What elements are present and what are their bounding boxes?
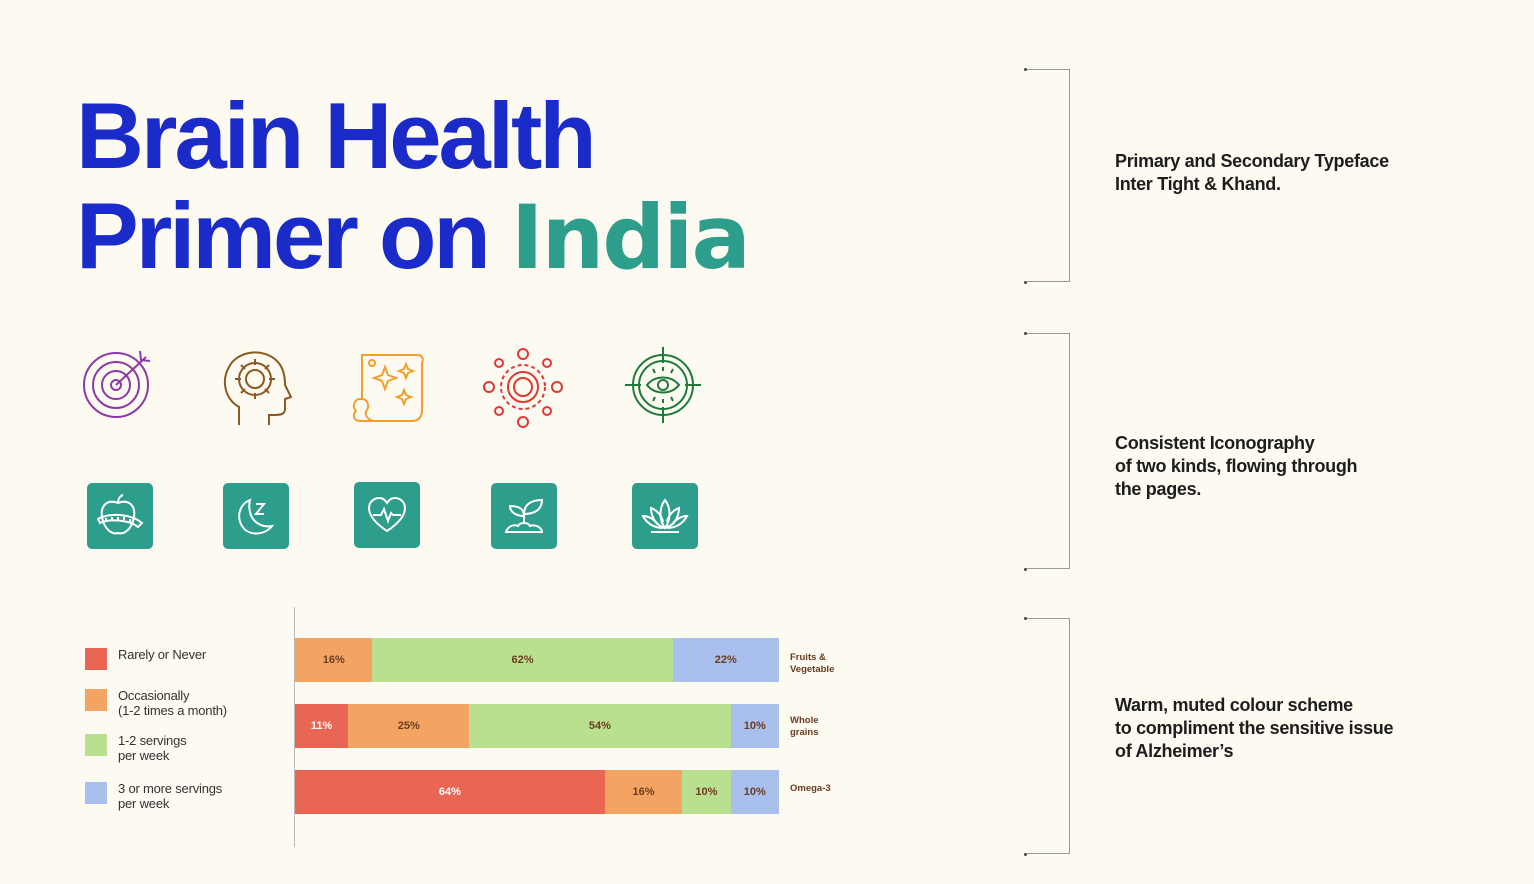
bar-value-label: 54% xyxy=(588,720,611,732)
legend-item-rarely: Rarely or Never xyxy=(85,647,206,670)
bar-segment: 64% xyxy=(295,770,605,814)
bar-segment: 62% xyxy=(372,638,673,682)
bar-value-label: 16% xyxy=(322,654,345,666)
sleep-moon-icon xyxy=(223,483,289,549)
bar-segment: 16% xyxy=(295,638,373,682)
sprout-icon xyxy=(491,483,557,549)
category-label-whole-grains: Whole grains xyxy=(790,715,819,738)
bar-segment: 10% xyxy=(730,770,779,814)
title-line-2-prefix: Primer on xyxy=(76,183,511,288)
bracket-colour xyxy=(1024,616,1070,856)
head-gear-idea-icon xyxy=(215,345,295,425)
legend-label: 1-2 servings per week xyxy=(118,733,187,763)
bar-row: 16% 62% 22% xyxy=(295,638,779,682)
bar-segment: 22% xyxy=(672,638,779,682)
gear-network-icon xyxy=(482,345,563,428)
legend-label: Occasionally (1-2 times a month) xyxy=(118,688,227,718)
bar-value-label: 25% xyxy=(397,720,420,732)
legend-item-servings-3-plus: 3 or more servings per week xyxy=(85,781,222,811)
bar-row: 11% 25% 54% 10% xyxy=(295,704,779,748)
category-label-omega-3: Omega-3 xyxy=(790,783,831,794)
chart-axis xyxy=(294,607,295,847)
bar-segment: 54% xyxy=(469,704,731,748)
note-colour-scheme: Warm, muted colour scheme to compliment t… xyxy=(1115,695,1394,761)
bar-value-label: 10% xyxy=(743,720,766,732)
legend-swatch xyxy=(85,689,107,711)
title-line-2: Primer on India xyxy=(76,183,751,289)
note-typeface: Primary and Secondary Typeface Inter Tigh… xyxy=(1115,151,1389,194)
category-label-fruits: Fruits & Vegetable xyxy=(790,652,835,675)
bar-value-label: 10% xyxy=(695,786,718,798)
title-accent-word: India xyxy=(510,186,751,289)
note-iconography: Consistent Iconography of two kinds, flow… xyxy=(1115,433,1358,499)
bar-segment: 16% xyxy=(604,770,683,814)
heart-pulse-icon xyxy=(354,482,420,548)
bar-segment: 10% xyxy=(682,770,731,814)
page-title: Brain Health Primer on India xyxy=(76,83,751,289)
legend-item-servings-1-2: 1-2 servings per week xyxy=(85,733,187,763)
scroll-sparkles-icon xyxy=(348,347,428,427)
bar-segment: 11% xyxy=(295,704,349,748)
bar-value-label: 11% xyxy=(310,720,333,732)
bracket-typeface xyxy=(1024,67,1070,284)
legend-item-occasionally: Occasionally (1-2 times a month) xyxy=(85,688,227,718)
bar-segment: 25% xyxy=(348,704,470,748)
legend-label: Rarely or Never xyxy=(118,647,207,662)
title-line-1: Brain Health xyxy=(76,83,597,188)
legend-swatch xyxy=(85,648,107,670)
bar-row: 64% 16% 10% 10% xyxy=(295,770,779,814)
legend-swatch xyxy=(85,782,107,804)
bar-value-label: 10% xyxy=(743,786,766,798)
bracket-iconography xyxy=(1024,331,1070,571)
bar-value-label: 22% xyxy=(714,654,737,666)
lotus-icon xyxy=(632,483,698,549)
bar-segment: 10% xyxy=(730,704,779,748)
target-icon xyxy=(78,345,158,425)
bar-value-label: 16% xyxy=(632,786,655,798)
bar-value-label: 62% xyxy=(511,654,534,666)
apple-measuring-tape-icon xyxy=(87,483,153,549)
eye-crosshair-icon xyxy=(623,345,703,425)
legend-swatch xyxy=(85,734,107,756)
bar-value-label: 64% xyxy=(438,786,461,798)
legend-label: 3 or more servings per week xyxy=(118,781,223,811)
